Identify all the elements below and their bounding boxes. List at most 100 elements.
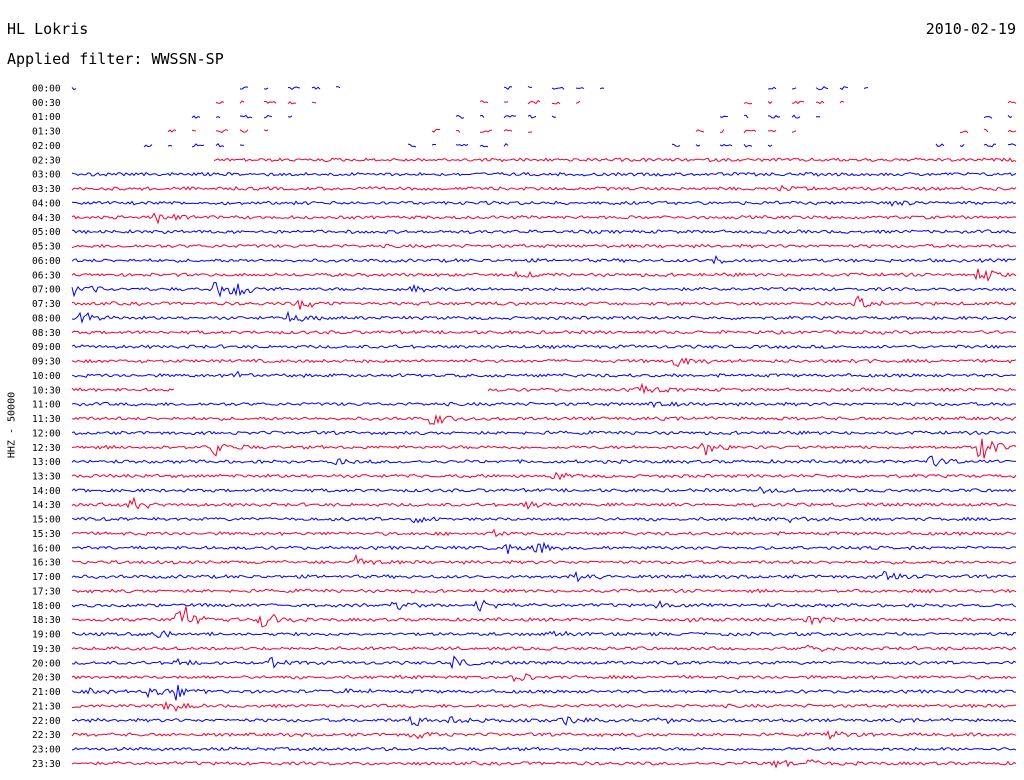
seismic-trace bbox=[71, 759, 1017, 769]
seismic-trace bbox=[71, 684, 1016, 701]
trace-row-0130: 01:30 bbox=[32, 127, 1017, 138]
time-label: 06:30 bbox=[32, 270, 61, 281]
time-label: 09:30 bbox=[32, 357, 61, 368]
seismic-trace bbox=[71, 357, 1017, 368]
seismic-trace bbox=[143, 142, 1017, 148]
trace-row-0630: 06:30 bbox=[32, 268, 1017, 282]
trace-row-0230: 02:30 bbox=[32, 155, 1017, 166]
trace-row-2130: 21:30 bbox=[32, 700, 1017, 712]
time-label: 17:00 bbox=[32, 572, 61, 583]
time-label: 18:30 bbox=[32, 615, 61, 626]
seismic-trace bbox=[71, 496, 1017, 511]
seismic-trace bbox=[71, 588, 1017, 594]
trace-row-2230: 22:30 bbox=[32, 730, 1017, 741]
seismic-trace bbox=[71, 344, 1017, 350]
seismic-trace bbox=[71, 644, 1017, 653]
seismic-trace bbox=[71, 310, 1017, 324]
time-label: 09:00 bbox=[32, 342, 61, 353]
seismic-trace bbox=[71, 730, 1017, 741]
trace-row-2030: 20:30 bbox=[32, 673, 1017, 684]
time-label: 17:30 bbox=[32, 586, 61, 597]
trace-row-1100: 11:00 bbox=[32, 400, 1017, 411]
trace-row-0100: 01:00 bbox=[32, 112, 1013, 123]
time-label: 12:30 bbox=[32, 443, 61, 454]
trace-row-1630: 16:30 bbox=[32, 553, 1017, 569]
trace-row-0300: 03:00 bbox=[32, 170, 1017, 181]
seismic-trace bbox=[71, 85, 869, 91]
station-title: HL Lokris bbox=[7, 20, 89, 38]
seismic-trace bbox=[71, 553, 1017, 566]
time-label: 18:00 bbox=[32, 601, 61, 612]
seismic-trace bbox=[71, 184, 1017, 192]
time-label: 22:00 bbox=[32, 716, 61, 727]
seismic-trace bbox=[71, 171, 1017, 177]
trace-row-0930: 09:30 bbox=[32, 357, 1017, 368]
seismic-trace bbox=[167, 128, 1017, 134]
time-label: 08:30 bbox=[32, 328, 61, 339]
time-label: 00:30 bbox=[32, 98, 61, 109]
seismic-trace bbox=[71, 438, 1017, 459]
time-label: 02:00 bbox=[32, 141, 61, 152]
time-label: 10:30 bbox=[32, 385, 61, 396]
trace-row-0530: 05:30 bbox=[32, 242, 1017, 253]
seismic-trace bbox=[71, 268, 1017, 282]
time-label: 21:00 bbox=[32, 687, 61, 698]
time-label: 05:00 bbox=[32, 227, 61, 238]
time-label: 00:00 bbox=[32, 84, 61, 95]
time-label: 13:30 bbox=[32, 471, 61, 482]
seismic-trace bbox=[71, 254, 1017, 265]
time-label: 04:30 bbox=[32, 213, 61, 224]
time-label: 07:30 bbox=[32, 299, 61, 310]
time-label: 07:00 bbox=[32, 285, 61, 296]
seismic-trace bbox=[71, 630, 1017, 638]
time-label: 02:30 bbox=[32, 155, 61, 166]
time-label: 11:00 bbox=[32, 400, 61, 411]
time-label: 08:00 bbox=[32, 313, 61, 324]
seismic-trace bbox=[71, 212, 1017, 225]
time-label: 19:00 bbox=[32, 630, 61, 641]
seismic-trace bbox=[72, 715, 1017, 726]
seismic-trace bbox=[71, 471, 1017, 481]
time-label: 03:30 bbox=[32, 184, 61, 195]
trace-row-0700: 07:00 bbox=[32, 281, 1017, 298]
trace-row-2200: 22:00 bbox=[32, 715, 1017, 727]
trace-row-0830: 08:30 bbox=[32, 328, 1017, 339]
trace-row-1800: 18:00 bbox=[32, 599, 1017, 613]
trace-row-0030: 00:30 bbox=[32, 98, 1017, 109]
time-label: 14:30 bbox=[32, 500, 61, 511]
time-label: 19:30 bbox=[32, 644, 61, 655]
trace-row-0600: 06:00 bbox=[32, 254, 1017, 267]
time-label: 04:00 bbox=[32, 198, 61, 209]
time-label: 14:00 bbox=[32, 486, 61, 497]
seismic-trace bbox=[71, 281, 1017, 298]
trace-row-1330: 13:30 bbox=[32, 471, 1017, 482]
trace-row-0000: 00:00 bbox=[32, 84, 869, 95]
time-label: 10:00 bbox=[32, 371, 61, 382]
time-label: 20:30 bbox=[32, 673, 61, 684]
trace-row-1300: 13:00 bbox=[32, 455, 1017, 468]
trace-row-2000: 20:00 bbox=[32, 655, 1017, 670]
trace-row-1530: 15:30 bbox=[32, 528, 1017, 540]
plot-date: 2010-02-19 bbox=[925, 20, 1016, 38]
filter-label: Applied filter: WWSSN-SP bbox=[7, 50, 224, 68]
trace-row-1000: 10:00 bbox=[32, 370, 1017, 382]
trace-row-1830: 18:30 bbox=[32, 606, 1017, 628]
time-label: 16:30 bbox=[32, 558, 61, 569]
seismic-trace bbox=[71, 606, 1017, 628]
trace-row-1430: 14:30 bbox=[32, 496, 1017, 511]
trace-row-1400: 14:00 bbox=[32, 486, 1017, 497]
seismic-trace bbox=[71, 541, 1017, 555]
time-label: 20:00 bbox=[32, 658, 61, 669]
seismic-trace bbox=[71, 229, 1017, 235]
seismic-trace bbox=[71, 295, 1017, 310]
trace-row-0900: 09:00 bbox=[32, 342, 1017, 353]
seismic-trace bbox=[213, 157, 1017, 163]
trace-row-1030: 10:30 bbox=[32, 382, 1017, 396]
seismic-trace bbox=[71, 370, 1017, 379]
trace-row-1500: 15:00 bbox=[32, 515, 1017, 526]
time-label: 13:00 bbox=[32, 457, 61, 468]
seismic-trace bbox=[71, 746, 1017, 752]
seismic-trace bbox=[71, 200, 1017, 207]
time-label: 15:00 bbox=[32, 515, 61, 526]
